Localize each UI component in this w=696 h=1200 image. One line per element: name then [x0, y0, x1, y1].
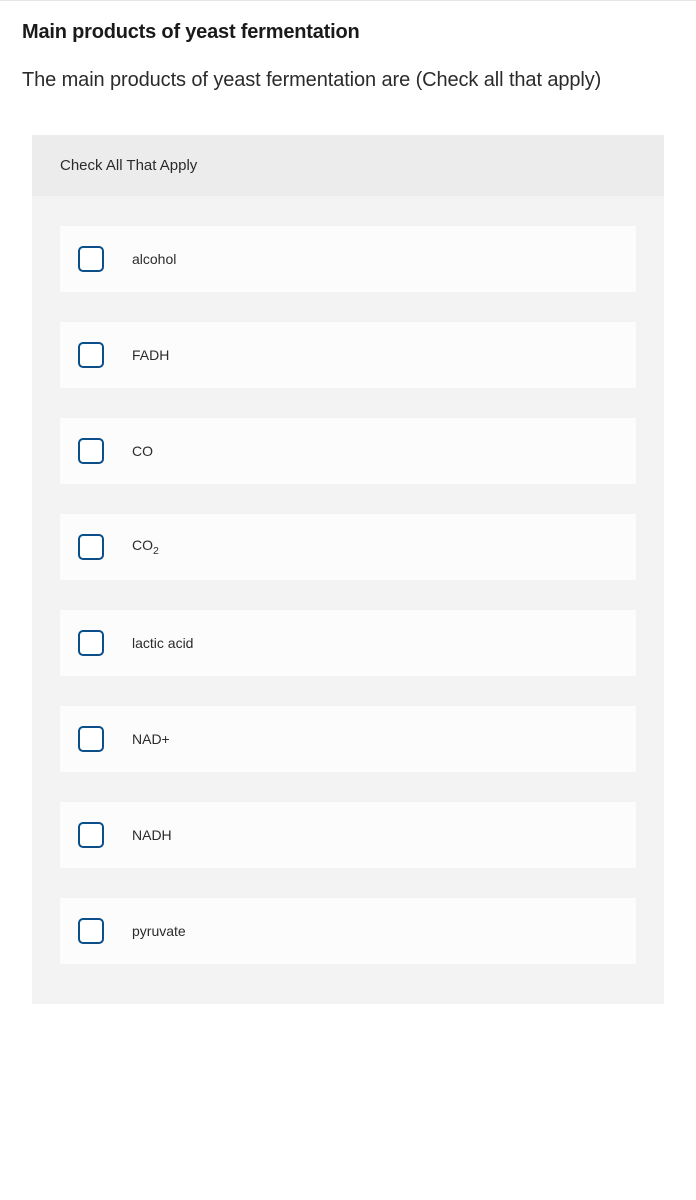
checkbox[interactable]	[78, 822, 104, 848]
option-label: NADH	[132, 827, 172, 843]
option-label: FADH	[132, 347, 169, 363]
checkbox[interactable]	[78, 534, 104, 560]
page-title: Main products of yeast fermentation	[22, 21, 674, 44]
checkbox[interactable]	[78, 726, 104, 752]
options-list: alcohol FADH CO CO2 lactic acid NAD+ NADH pyruv…	[32, 196, 664, 1004]
checkbox[interactable]	[78, 630, 104, 656]
option-row[interactable]: NADH	[60, 802, 636, 868]
question-text: The main products of yeast fermentation …	[22, 66, 674, 95]
option-row[interactable]: lactic acid	[60, 610, 636, 676]
option-row[interactable]: alcohol	[60, 226, 636, 292]
top-divider	[0, 0, 696, 1]
option-label: alcohol	[132, 251, 176, 267]
option-label: NAD+	[132, 731, 170, 747]
option-label: lactic acid	[132, 635, 193, 651]
subscript: 2	[153, 545, 159, 557]
option-label: CO2	[132, 537, 159, 557]
option-row[interactable]: FADH	[60, 322, 636, 388]
checkbox[interactable]	[78, 246, 104, 272]
option-row[interactable]: NAD+	[60, 706, 636, 772]
checkbox[interactable]	[78, 342, 104, 368]
panel-header: Check All That Apply	[32, 135, 664, 196]
option-row[interactable]: CO2	[60, 514, 636, 580]
option-row[interactable]: CO	[60, 418, 636, 484]
option-label: CO	[132, 443, 153, 459]
answer-panel: Check All That Apply alcohol FADH CO CO2 lac…	[32, 135, 664, 1004]
option-row[interactable]: pyruvate	[60, 898, 636, 964]
question-page: Main products of yeast fermentation The …	[0, 21, 696, 1044]
checkbox[interactable]	[78, 918, 104, 944]
checkbox[interactable]	[78, 438, 104, 464]
option-label: pyruvate	[132, 923, 186, 939]
